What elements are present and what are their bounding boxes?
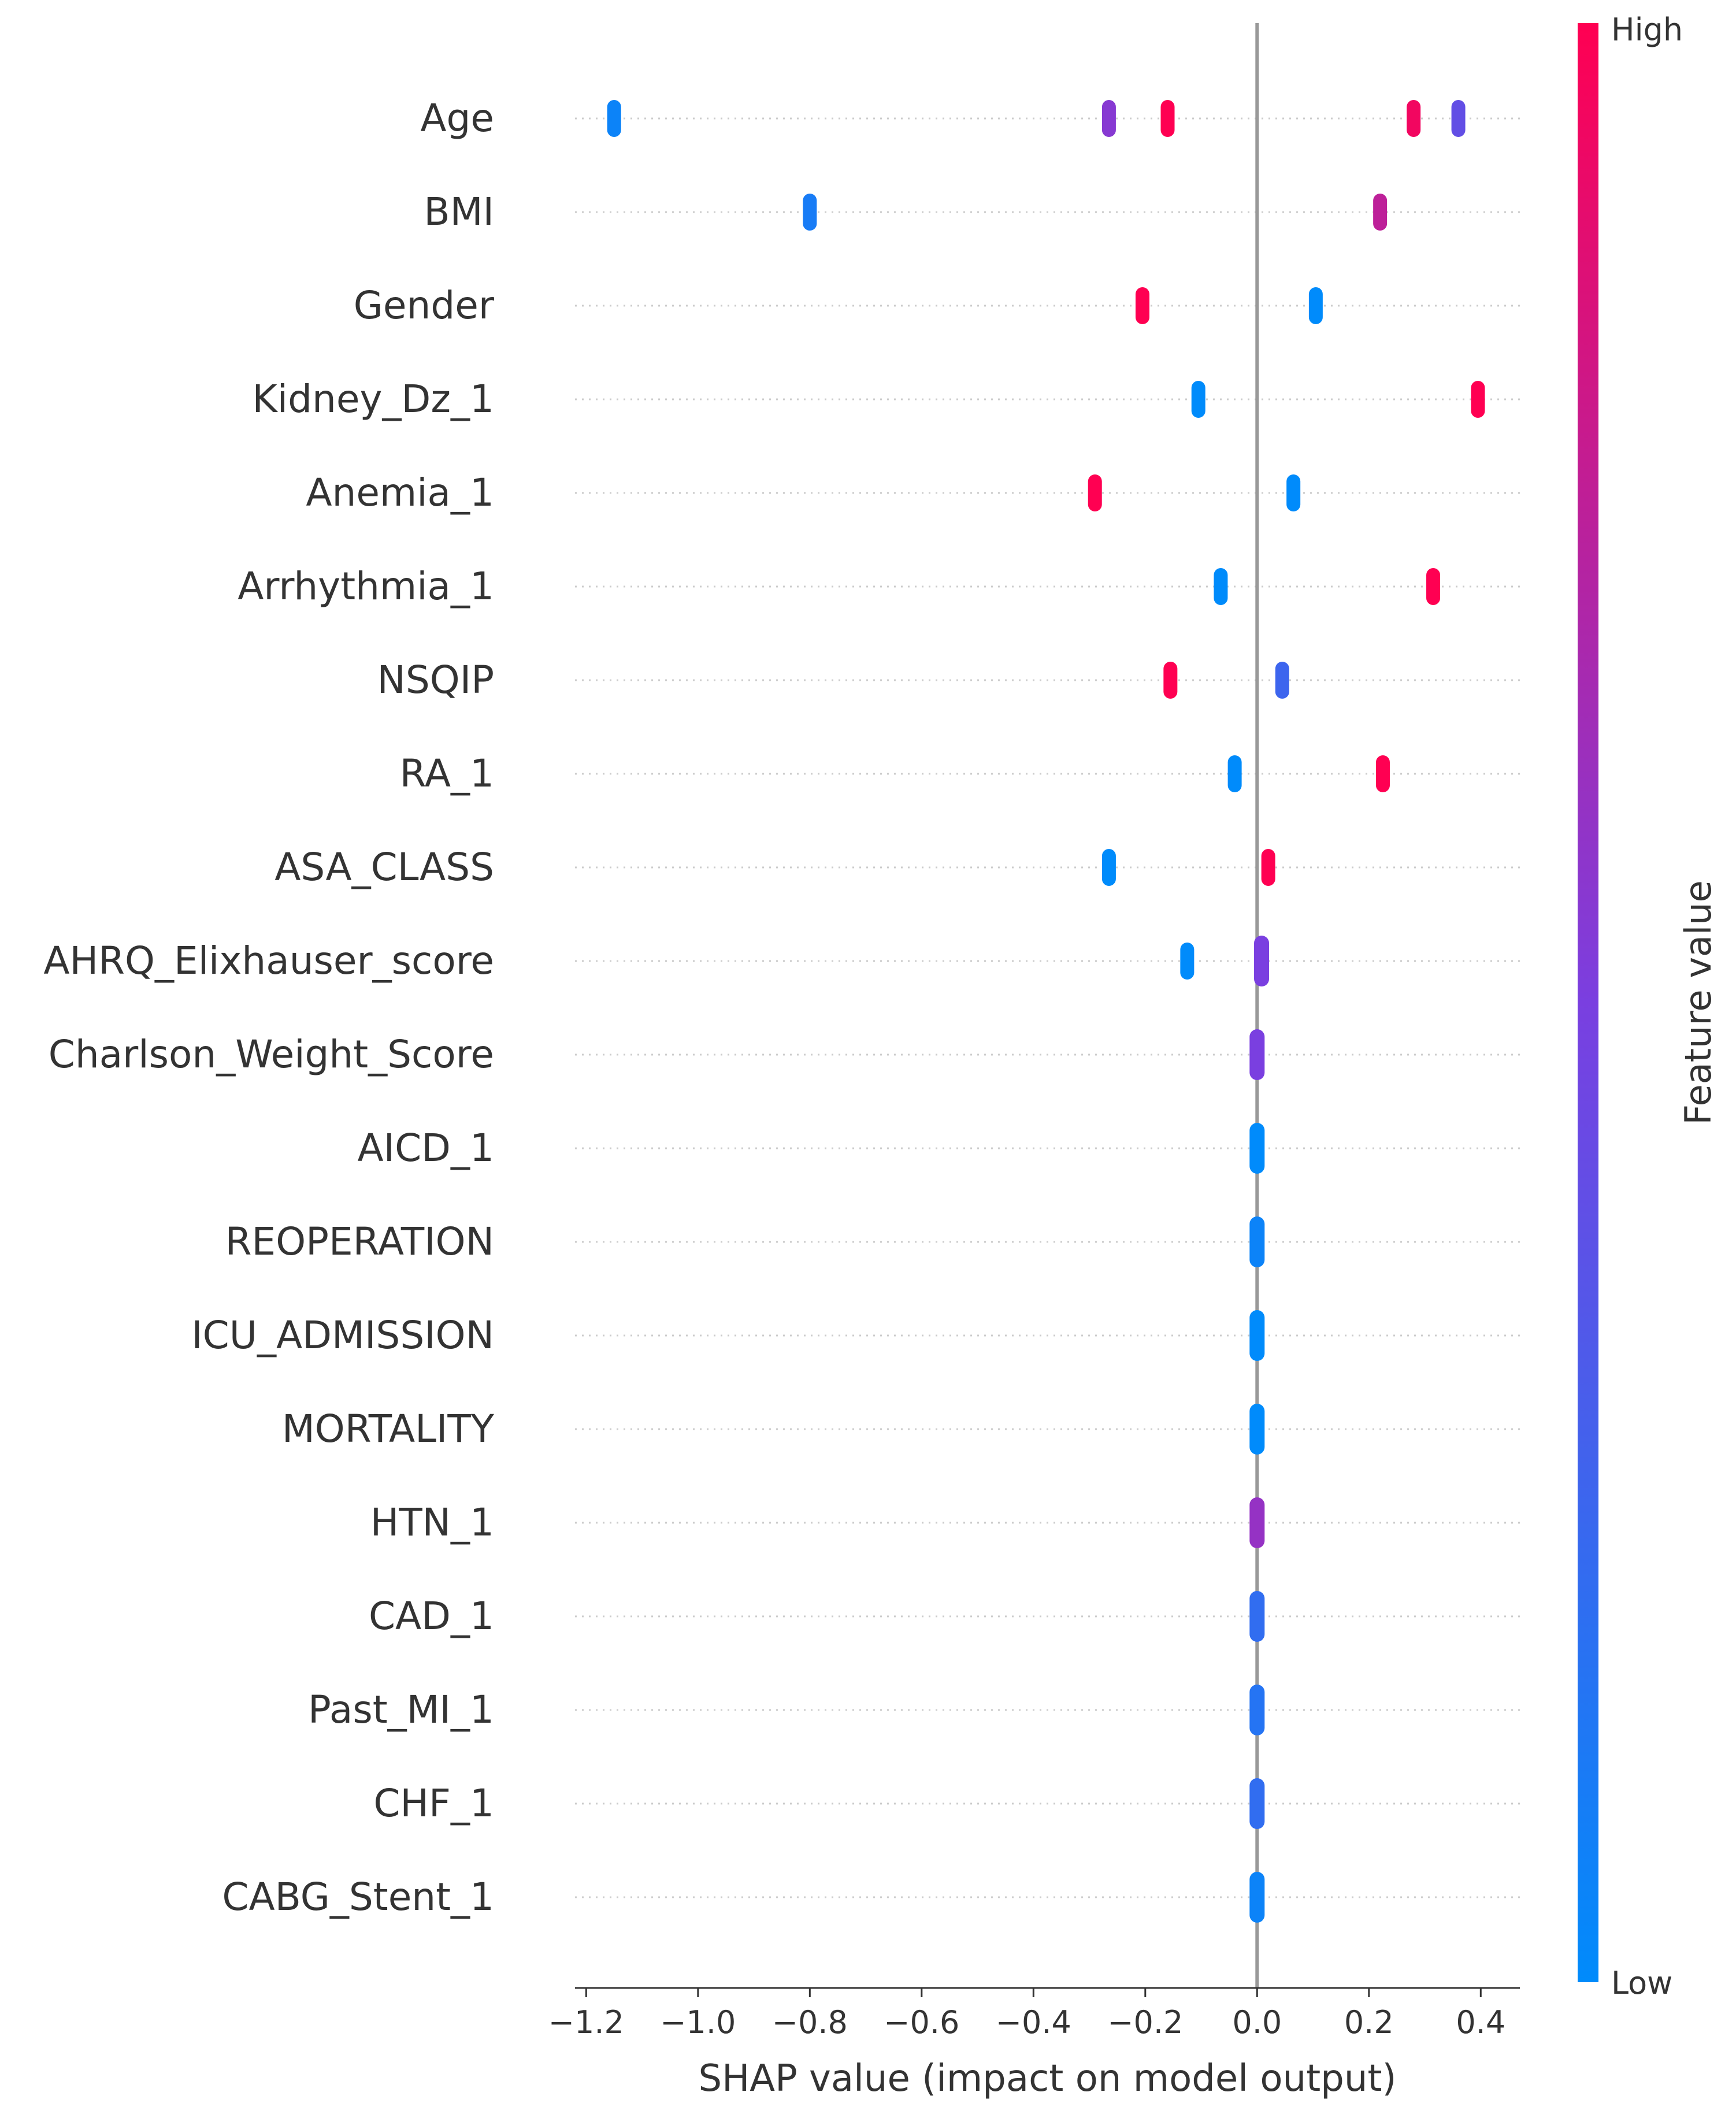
shap-point-cluster — [1214, 568, 1228, 605]
feature-label: Arrhythmia_1 — [238, 564, 494, 609]
x-tick-label: 0.4 — [1456, 2004, 1505, 2041]
feature-label: ASA_CLASS — [275, 845, 494, 889]
shap-point-cluster — [1249, 1591, 1265, 1642]
shap-point-cluster — [1249, 1029, 1265, 1080]
shap-point-cluster — [1180, 943, 1195, 980]
colorbar: High Low Feature value — [1578, 12, 1719, 2001]
x-tick-label: 0.0 — [1232, 2004, 1282, 2041]
x-tick-label: 0.2 — [1344, 2004, 1394, 2041]
shap-point-cluster — [1375, 755, 1390, 792]
colorbar-high-label: High — [1611, 12, 1683, 48]
shap-point-cluster — [1163, 662, 1178, 699]
shap-point-cluster — [1426, 568, 1441, 605]
feature-label: BMI — [424, 190, 494, 234]
shap-point-cluster — [1249, 1872, 1265, 1923]
shap-point-cluster — [1249, 1778, 1265, 1829]
x-axis-title: SHAP value (impact on model output) — [699, 2057, 1397, 2100]
shap-point-cluster — [1135, 287, 1149, 324]
shap-point-cluster — [1286, 474, 1301, 511]
shap-point-cluster — [1275, 662, 1289, 699]
shap-point-cluster — [1227, 755, 1242, 792]
feature-label: CAD_1 — [369, 1594, 494, 1638]
row-gridlines — [575, 117, 1520, 1898]
x-tick-label: −0.6 — [884, 2004, 959, 2041]
feature-label: Kidney_Dz_1 — [253, 377, 494, 421]
feature-label: AHRQ_Elixhauser_score — [43, 938, 494, 983]
feature-label: NSQIP — [377, 658, 494, 702]
shap-point-cluster — [1407, 100, 1421, 137]
shap-point-cluster — [1261, 849, 1275, 886]
colorbar-gradient — [1578, 23, 1598, 1982]
feature-label: ICU_ADMISSION — [191, 1313, 494, 1357]
data-points — [607, 100, 1485, 1923]
feature-label: Charlson_Weight_Score — [49, 1032, 494, 1077]
shap-point-cluster — [1088, 474, 1102, 511]
shap-point-cluster — [1101, 849, 1116, 886]
shap-point-cluster — [1249, 1497, 1265, 1548]
shap-point-cluster — [1471, 381, 1485, 418]
x-axis: −1.2 −1.0 −0.8 −0.6 −0.4 −0.2 0.0 0.2 0.4 SHAP v… — [548, 1987, 1520, 2100]
shap-point-cluster — [1249, 1216, 1265, 1267]
feature-label: Gender — [354, 283, 495, 328]
shap-point-cluster — [607, 100, 621, 137]
feature-label: CHF_1 — [373, 1781, 494, 1826]
colorbar-low-label: Low — [1611, 1965, 1672, 2001]
feature-label: CABG_Stent_1 — [222, 1875, 494, 1919]
feature-label: RA_1 — [400, 751, 494, 796]
shap-point-cluster — [1249, 1123, 1265, 1174]
shap-point-cluster — [1249, 1685, 1265, 1735]
x-ticks: −1.2 −1.0 −0.8 −0.6 −0.4 −0.2 0.0 0.2 0.4 — [548, 1988, 1505, 2041]
x-tick-label: −1.0 — [660, 2004, 736, 2041]
x-tick-label: −1.2 — [548, 2004, 624, 2041]
shap-point-cluster — [1451, 100, 1466, 137]
x-tick-label: −0.8 — [772, 2004, 848, 2041]
colorbar-title: Feature value — [1677, 880, 1719, 1125]
feature-label: Anemia_1 — [306, 470, 494, 515]
shap-point-cluster — [1191, 381, 1205, 418]
feature-label: Past_MI_1 — [308, 1687, 494, 1732]
feature-label: MORTALITY — [282, 1407, 495, 1451]
shap-point-cluster — [1308, 287, 1323, 324]
x-tick-label: −0.2 — [1107, 2004, 1183, 2041]
feature-label: REOPERATION — [225, 1219, 494, 1264]
shap-point-cluster — [1249, 1404, 1265, 1455]
feature-label: Age — [420, 96, 494, 140]
shap-point-cluster — [1160, 100, 1175, 137]
shap-point-cluster — [1373, 194, 1388, 231]
shap-point-cluster — [1254, 936, 1270, 986]
shap-point-cluster — [1249, 1310, 1265, 1361]
shap-point-cluster — [1101, 100, 1116, 137]
feature-label: AICD_1 — [357, 1126, 494, 1170]
feature-labels: Age BMI Gender Kidney_Dz_1 Anemia_1 Arrhythmi… — [43, 96, 494, 1919]
x-tick-label: −0.4 — [996, 2004, 1071, 2041]
feature-label: HTN_1 — [370, 1500, 494, 1545]
shap-point-cluster — [803, 194, 817, 231]
